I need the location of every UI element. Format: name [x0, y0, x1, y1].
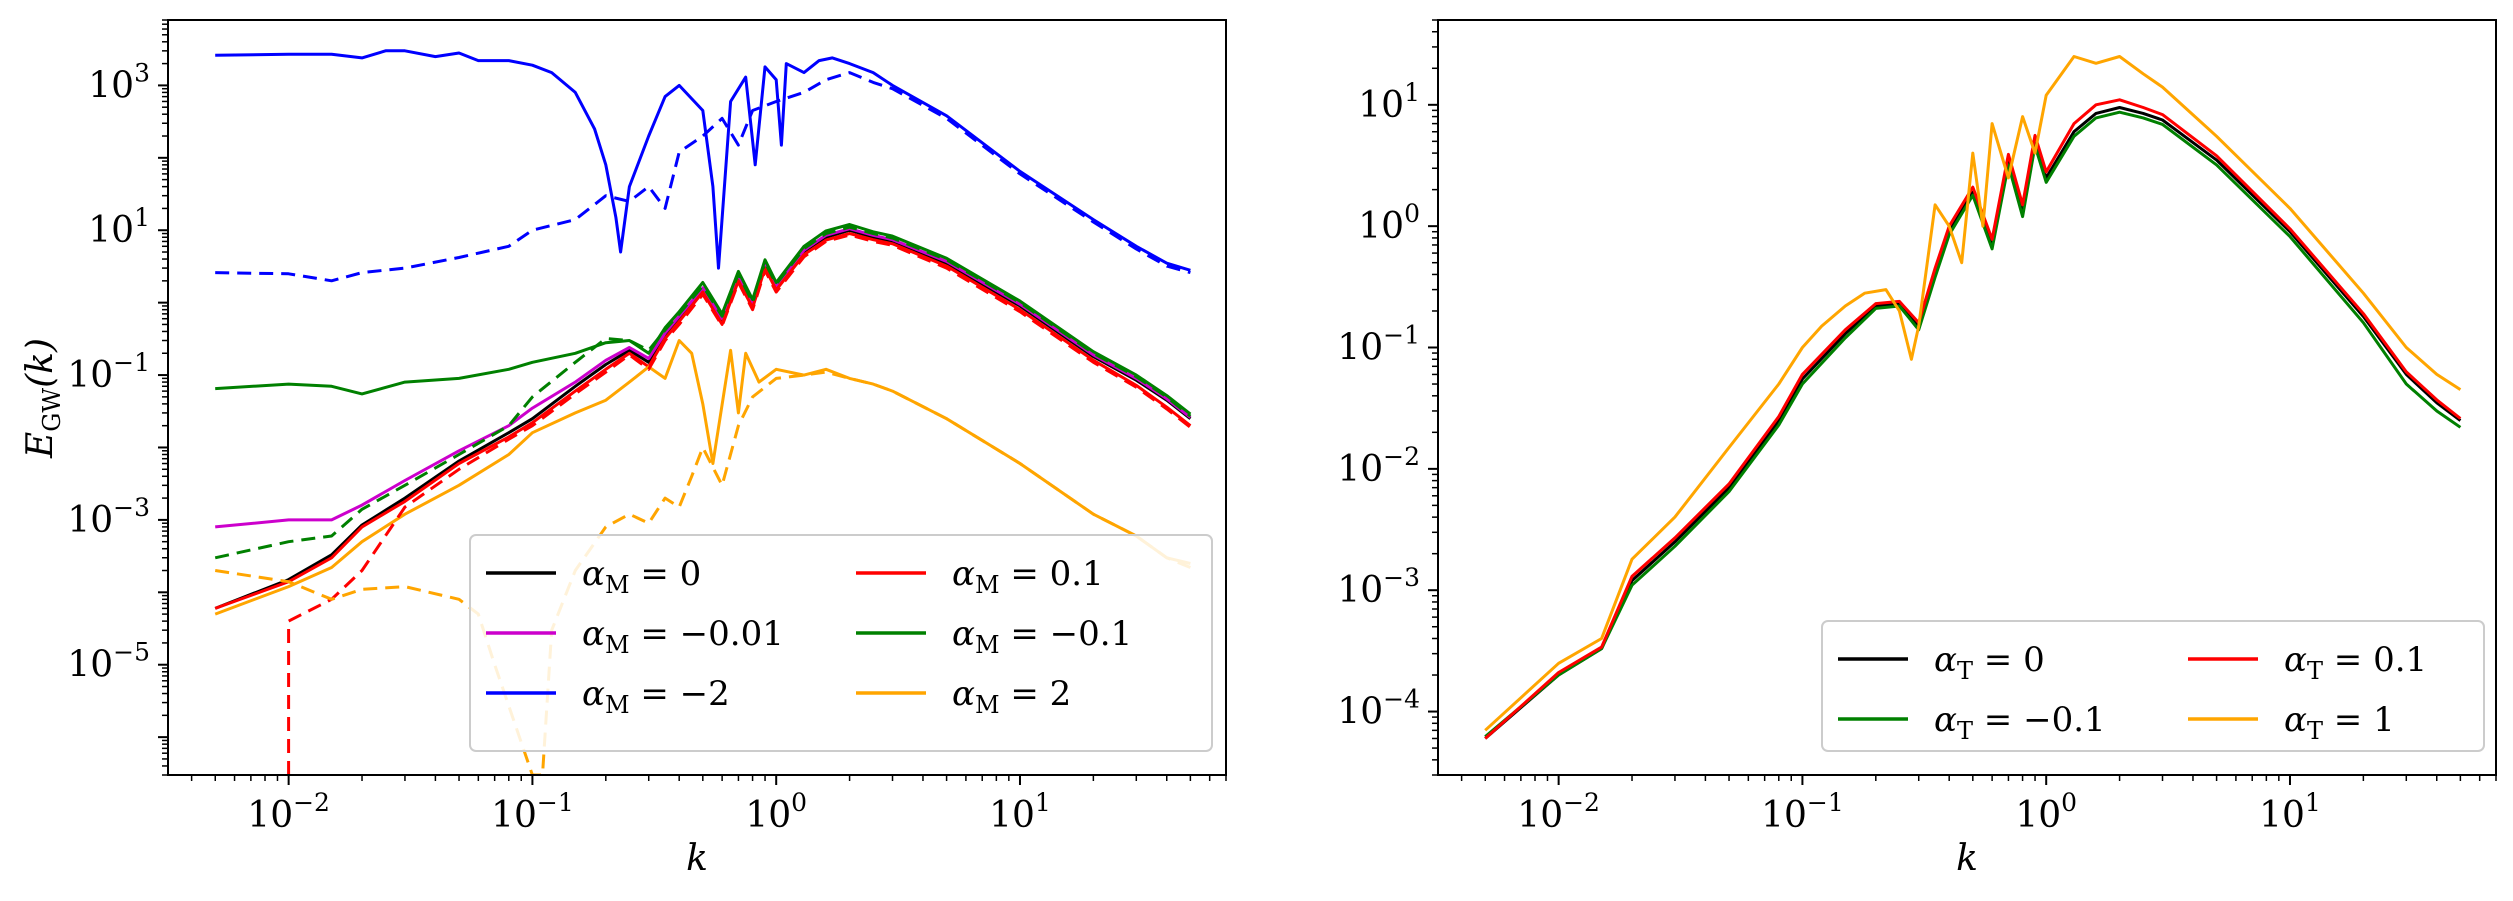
- right-legend-label: αT = 1: [2284, 700, 2395, 745]
- right-y-tick-label: 101: [1358, 78, 1420, 126]
- left-series-5-line: [214, 339, 1191, 616]
- left-y-tick-label: 10−1: [67, 348, 150, 396]
- left-legend-label: αM = 0.1: [952, 554, 1104, 599]
- left-x-tick-label: 100: [745, 788, 807, 836]
- left-series-1-line: [215, 227, 1192, 529]
- right-legend-label: αT = 0.1: [2284, 640, 2427, 685]
- left-y-tick-label: 101: [88, 203, 150, 251]
- left-series-layer: [214, 49, 1192, 775]
- left-x-tick-label: 10−1: [491, 788, 574, 836]
- left-series-3-line: [214, 232, 1192, 610]
- right-series-1-line: [1484, 110, 2462, 738]
- left-legend-label: αM = −0.01: [582, 614, 784, 659]
- left-x-tick-label: 101: [989, 788, 1051, 836]
- right-y-tick-label: 10−3: [1337, 563, 1420, 611]
- left-y-tick-label: 10−3: [67, 493, 150, 541]
- right-x-tick-label: 100: [2015, 788, 2077, 836]
- left-y-axis-label: EGW(k): [20, 338, 66, 459]
- right-y-tick-label: 10−1: [1337, 321, 1420, 369]
- right-y-tick-label: 100: [1358, 199, 1420, 247]
- left-legend-label: αM = 2: [952, 674, 1071, 719]
- left-series-7-line: [214, 225, 1192, 560]
- left-y-tick-label: 103: [88, 58, 150, 106]
- left-series-9-line: [214, 370, 1191, 775]
- right-series-layer: [1484, 55, 2462, 740]
- left-panel: 10−2 10−1 100 101 10−5 10−3 10−1 101 103 k EGW(…: [20, 19, 1227, 879]
- left-x-ticks: 10−2 10−1 100 101: [190, 775, 1227, 836]
- left-legend-box: [469, 534, 1213, 752]
- right-x-tick-label: 101: [2259, 788, 2321, 836]
- right-x-ticks: 10−2 10−1 100 101: [1460, 775, 2497, 836]
- left-legend-label: αM = 0: [582, 554, 701, 599]
- left-x-axis-label: k: [686, 838, 708, 879]
- right-series-2-line: [1484, 98, 2462, 740]
- right-y-tick-label: 10−4: [1337, 685, 1420, 733]
- left-series-6-line: [215, 71, 1191, 283]
- right-x-tick-label: 10−2: [1517, 788, 1600, 836]
- right-legend-label: αT = −0.1: [1934, 700, 2106, 745]
- left-y-tick-label: 10−5: [67, 638, 150, 686]
- right-x-axis-label: k: [1956, 838, 1978, 879]
- left-legend-label: αM = −2: [582, 674, 730, 719]
- right-legend-label: αT = 0: [1934, 640, 2045, 685]
- right-series-3-line: [1484, 55, 2462, 732]
- left-y-ticks: 10−5 10−3 10−1 101 103: [67, 19, 168, 776]
- right-legend: αT = 0 αT = −0.1 αT = 0.1 αT = 1: [1821, 620, 2485, 752]
- left-x-tick-label: 10−2: [247, 788, 330, 836]
- right-x-tick-label: 10−1: [1761, 788, 1844, 836]
- right-y-tick-label: 10−2: [1337, 442, 1420, 490]
- left-series-2-line: [215, 49, 1191, 272]
- right-legend-box: [1821, 620, 2485, 752]
- left-series-8-line: [287, 233, 1192, 775]
- left-legend: αM = 0 αM = −0.01 αM = −2 αM = 0.1 αM = −0.1…: [469, 534, 1213, 752]
- right-y-ticks: 10−4 10−3 10−2 10−1 100 101: [1337, 19, 1438, 776]
- right-plot-frame: [1437, 19, 2497, 776]
- left-legend-label: αM = −0.1: [952, 614, 1132, 659]
